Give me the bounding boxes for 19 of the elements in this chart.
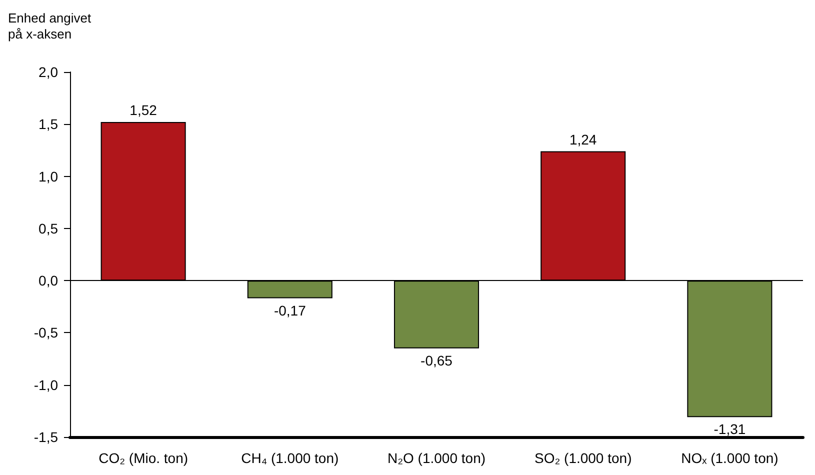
x-tick-label: CH₄ (1.000 ton) [241,450,339,466]
data-label: -1,31 [714,421,746,438]
y-tick-label: 2,0 [38,64,58,80]
data-label: -0,65 [420,352,453,368]
data-label: -0,17 [274,302,306,318]
y-tick-label: -1,5 [34,429,58,445]
x-tick-label: SO₂ (1.000 ton) [534,450,632,466]
data-label: 1,52 [130,102,158,118]
y-tick-label: 1,5 [38,116,58,132]
y-tick-label: -1,0 [34,376,58,393]
x-tick-label: N₂O (1.000 ton) [387,450,486,466]
y-tick-label: 1,0 [38,168,58,184]
y-axis-title: Enhed angivet på x-aksen [8,10,95,42]
y-tick-label: -0,5 [34,324,58,341]
data-label: 1,24 [569,131,597,148]
x-tick-label: CO₂ (Mio. ton) [98,450,188,466]
x-tick-label: NOₓ (1.000 ton) [681,450,778,466]
y-tick-label: 0,0 [38,272,58,289]
y-tick-label: 0,5 [38,220,58,236]
